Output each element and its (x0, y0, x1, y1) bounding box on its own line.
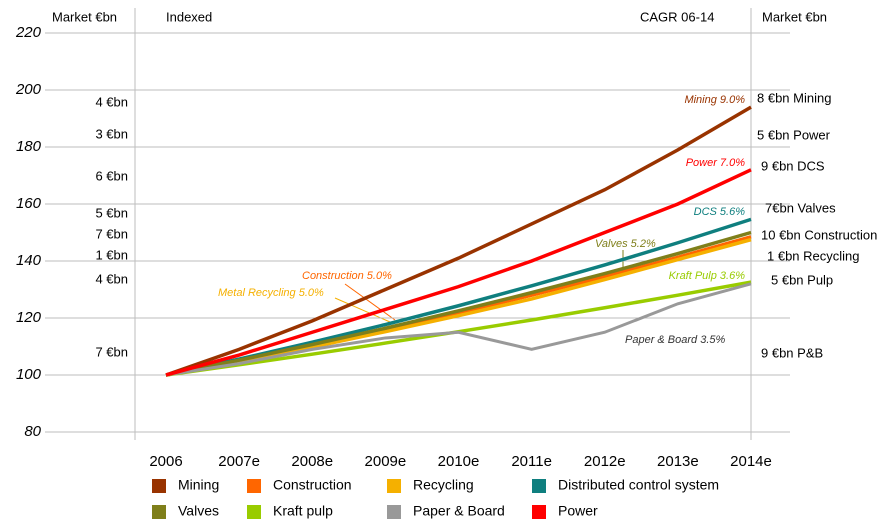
series-line (165, 230, 752, 377)
left-label: 7 €bn (95, 226, 128, 241)
subtitle: Indexed (166, 9, 212, 24)
x-tick-label: 2013e (657, 453, 699, 470)
series-line (165, 105, 752, 377)
annotation: Construction 5.0% (302, 270, 392, 282)
y-tick-label: 180 (16, 138, 42, 155)
legend-label: Recycling (413, 477, 474, 493)
legend-swatch (247, 505, 261, 519)
right-label: 7€bn Valves (765, 200, 836, 215)
y-tick-label: 220 (15, 24, 42, 41)
legend-label: Construction (273, 477, 352, 493)
annotation: DCS 5.6% (694, 206, 746, 218)
left-label: 7 €bn (95, 344, 128, 359)
legend-label: Mining (178, 477, 219, 493)
x-tick-label: 2014e (730, 453, 772, 470)
y-tick-label: 120 (16, 309, 42, 326)
series-line (165, 282, 752, 377)
x-tick-label: 2007e (218, 453, 260, 470)
annotation: Metal Recycling 5.0% (218, 287, 324, 299)
annotation: Power 7.0% (686, 157, 746, 169)
y-tick-label: 200 (15, 81, 42, 98)
annotation: Paper & Board 3.5% (625, 334, 726, 346)
right-label: 10 €bn Construction (761, 227, 877, 242)
annotation: Kraft Pulp 3.6% (669, 270, 746, 282)
legend-label: Valves (178, 503, 219, 519)
y-tick-label: 140 (16, 252, 42, 269)
legend-label: Paper & Board (413, 503, 505, 519)
right-label: 1 €bn Recycling (767, 248, 860, 263)
right-label: 5 €bn Power (757, 127, 831, 142)
right-header: Market €bn (762, 9, 827, 24)
legend-swatch (152, 505, 166, 519)
left-header: Market €bn (52, 9, 117, 24)
left-label: 1 €bn (95, 247, 128, 262)
series-line (165, 168, 752, 377)
left-label: 4 €bn (95, 271, 128, 286)
legend-swatch (387, 479, 401, 493)
x-tick-label: 2006 (149, 453, 182, 470)
x-tick-label: 2012e (584, 453, 626, 470)
x-tick-label: 2008e (291, 453, 333, 470)
legend-swatch (532, 505, 546, 519)
legend-swatch (387, 505, 401, 519)
y-tick-label: 100 (16, 366, 42, 383)
legend-label: Power (558, 503, 598, 519)
annotation: Valves 5.2% (595, 238, 656, 250)
left-label: 5 €bn (95, 205, 128, 220)
legend-label: Distributed control system (558, 477, 719, 493)
legend-swatch (247, 479, 261, 493)
cagr-header: CAGR 06-14 (640, 9, 714, 24)
annotation: Mining 9.0% (684, 94, 745, 106)
left-label: 3 €bn (95, 126, 128, 141)
y-tick-label: 160 (16, 195, 42, 212)
x-tick-label: 2009e (365, 453, 407, 470)
right-label: 9 €bn P&B (761, 345, 823, 360)
x-tick-label: 2011e (511, 453, 552, 470)
left-label: 6 €bn (95, 168, 128, 183)
right-label: 5 €bn Pulp (771, 272, 833, 287)
y-tick-label: 80 (24, 423, 41, 440)
leader-line (344, 283, 396, 321)
legend-label: Kraft pulp (273, 503, 333, 519)
x-tick-label: 2010e (438, 453, 480, 470)
right-label: 8 €bn Mining (757, 90, 831, 105)
left-label: 4 €bn (95, 94, 128, 109)
right-label: 9 €bn DCS (761, 158, 825, 173)
legend-swatch (532, 479, 546, 493)
legend-swatch (152, 479, 166, 493)
